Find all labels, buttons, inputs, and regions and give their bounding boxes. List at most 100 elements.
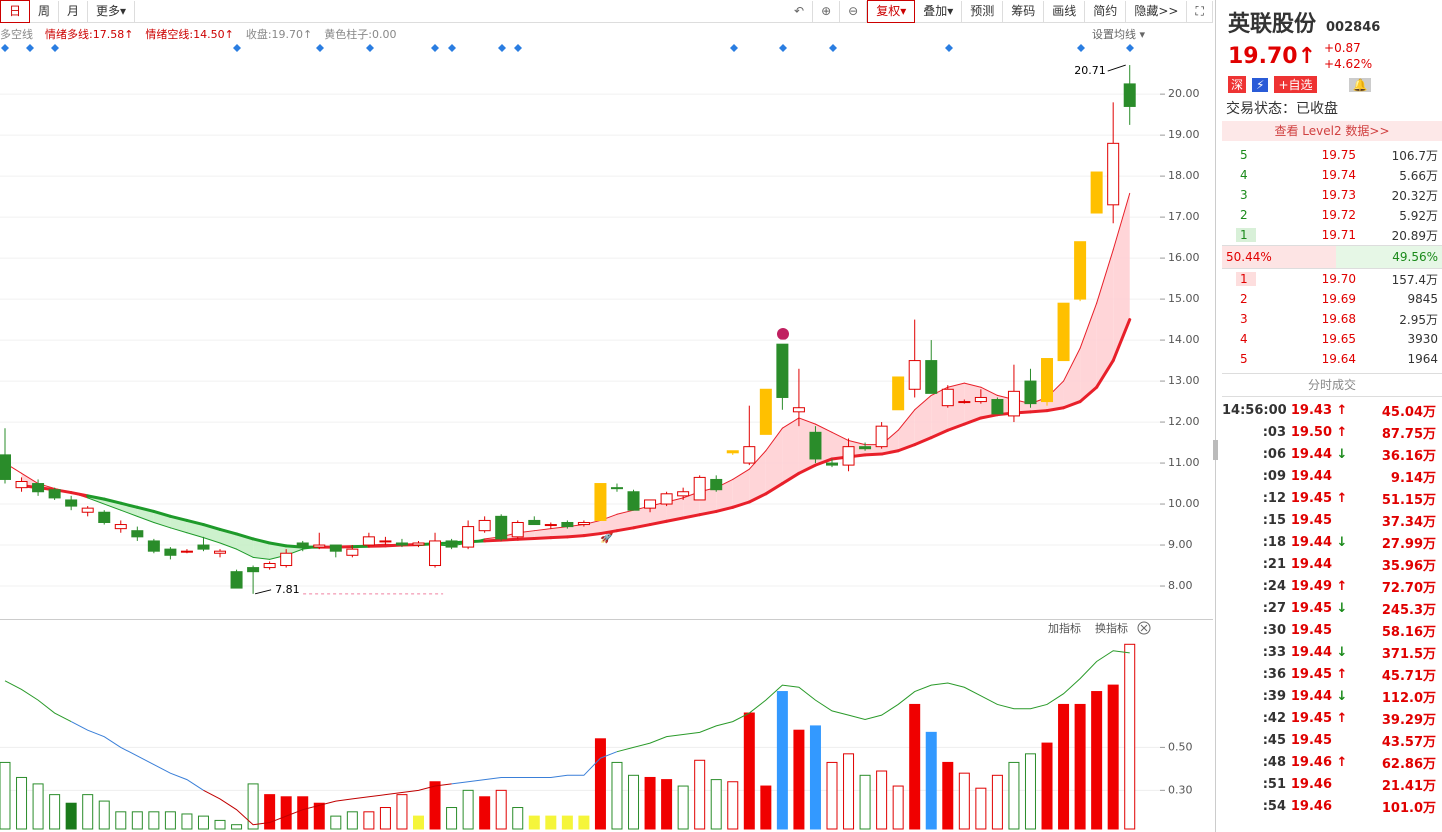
y-tick-label: 16.00 [1168, 251, 1200, 264]
tool[interactable]: 筹码 [1003, 0, 1045, 22]
watchlist-button[interactable]: +自选 [1274, 76, 1317, 93]
line-segment [565, 534, 586, 539]
line-segment [499, 537, 520, 542]
trade-time: 14:56:00 [1222, 402, 1287, 418]
trade-price: 19.44 [1290, 688, 1332, 704]
candle-body [495, 515, 508, 540]
bar [975, 787, 987, 830]
tab[interactable]: 月 [59, 0, 89, 22]
stock-title: 英联股份 002846 [1222, 0, 1442, 38]
trade-row: :36 19.45 ↑ 45.71万 [1222, 663, 1442, 685]
band-fill [964, 383, 981, 425]
candle-body [32, 483, 45, 493]
line-segment [1111, 318, 1132, 363]
trade-volume: 101.0万 [1381, 800, 1436, 816]
book-volume: 106.7万 [1391, 148, 1438, 163]
trade-dir: ↑ [1336, 402, 1348, 418]
signal-markers [1, 44, 1134, 52]
book-price: 19.68 [1321, 312, 1356, 326]
candle-body [776, 343, 789, 398]
trade-volume: 36.16万 [1381, 448, 1436, 464]
bar [942, 761, 954, 830]
bar [876, 770, 888, 830]
fullscreen-icon[interactable]: ⛶ [1187, 0, 1213, 22]
book-volume: 20.89万 [1391, 228, 1438, 243]
trade-time: :51 [1262, 776, 1286, 792]
bar [512, 807, 524, 830]
book-row: 5 19.64 1964 [1222, 349, 1442, 369]
bar [462, 789, 474, 830]
candle-body [925, 360, 938, 394]
book-price: 19.65 [1321, 332, 1356, 346]
candle-body [875, 425, 888, 448]
line-segment [979, 413, 999, 420]
candle-body [462, 526, 475, 548]
book-price: 19.69 [1321, 292, 1356, 306]
change-indicator[interactable]: 换指标 [1095, 621, 1128, 635]
trade-dir: ↑ [1336, 754, 1348, 770]
tags: 深 ⚡ +自选 🔔 [1222, 74, 1442, 95]
ma-settings[interactable]: 设置均线 ▾ [1092, 28, 1146, 41]
line-segment [1063, 347, 1081, 382]
candle-body [1007, 390, 1020, 417]
undo-icon[interactable]: ↶ [786, 0, 814, 22]
candle-body [164, 548, 177, 556]
trade-price: 19.46 [1290, 754, 1332, 770]
tab[interactable]: 更多▾ [88, 0, 136, 22]
close-icon[interactable] [1140, 624, 1148, 632]
trade-price: 19.45 [1290, 490, 1332, 506]
y-tick-label: 8.00 [1168, 579, 1193, 592]
candle-body [544, 524, 557, 527]
zoom-in-icon[interactable]: ⊕ [813, 0, 841, 22]
bar [148, 811, 160, 830]
flash-icon[interactable]: ⚡ [1252, 77, 1269, 92]
panel-handle[interactable] [1213, 440, 1218, 460]
tool[interactable]: 画线 [1044, 0, 1086, 22]
tool[interactable]: 叠加▾ [915, 0, 963, 22]
tab[interactable]: 周 [30, 0, 60, 22]
candle-body [230, 571, 243, 589]
band-fill [765, 428, 783, 494]
tool[interactable]: 预测 [962, 0, 1004, 22]
bar [892, 785, 904, 830]
candle-body [478, 519, 491, 532]
tab[interactable]: 日 [0, 0, 31, 23]
add-indicator[interactable]: 加指标 [1048, 621, 1081, 635]
candle-body [644, 499, 657, 509]
candle-body [131, 530, 144, 538]
trade-volume: 27.99万 [1381, 536, 1436, 552]
trade-dir: ↓ [1336, 688, 1348, 704]
quote: 19.70↑ +0.87 +4.62% [1222, 38, 1442, 74]
line-segment [747, 492, 768, 504]
bar [1107, 684, 1119, 830]
tool[interactable]: 简约 [1085, 0, 1127, 22]
trades: 14:56:00 19.43 ↑ 45.04万:03 19.50 ↑ 87.75万:06 19… [1222, 397, 1442, 817]
trade-row: :54 19.46 101.0万 [1222, 795, 1442, 817]
bar [49, 794, 61, 830]
candle-body [594, 483, 607, 521]
candle-body [346, 548, 359, 556]
bar [793, 729, 805, 830]
y-tick-label: 13.00 [1168, 374, 1200, 387]
book-price: 19.64 [1321, 352, 1356, 366]
bar [859, 774, 871, 830]
chart: 🚀 加指标 换指标 8.009.0010.0011.0012.0013.0014… [0, 0, 1218, 832]
trade-row: :06 19.44 ↓ 36.16万 [1222, 443, 1442, 465]
tool[interactable]: 复权▾ [867, 0, 916, 23]
trade-time: :39 [1262, 688, 1286, 704]
line-segment [1045, 406, 1066, 413]
band-fill [104, 499, 121, 511]
trade-dir: ↑ [1336, 578, 1348, 594]
bar [677, 785, 689, 830]
annotation-arrow [254, 589, 272, 595]
bar [313, 802, 325, 830]
level2-link[interactable]: 查看 Level2 数据>> [1222, 121, 1442, 141]
bell-icon[interactable]: 🔔 [1348, 77, 1372, 92]
tool[interactable]: 隐藏>> [1126, 0, 1188, 22]
level: 2 [1240, 292, 1248, 306]
event-icon[interactable] [777, 328, 789, 340]
book-price: 19.74 [1321, 168, 1356, 182]
bar [809, 725, 821, 830]
close-icon[interactable] [1137, 621, 1151, 635]
zoom-out-icon[interactable]: ⊖ [840, 0, 868, 22]
